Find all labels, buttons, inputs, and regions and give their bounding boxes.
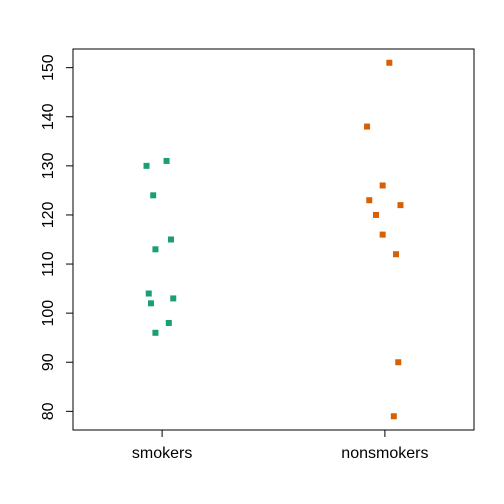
y-tick-label: 110 <box>40 251 57 277</box>
data-points <box>143 59 404 420</box>
y-tick-label: 80 <box>40 402 57 420</box>
x-axis: smokers nonsmokers <box>132 430 428 462</box>
data-point <box>379 231 386 238</box>
data-point <box>364 123 371 130</box>
data-point <box>147 300 154 307</box>
data-point <box>395 359 402 366</box>
data-point <box>379 182 386 189</box>
data-point <box>152 246 159 253</box>
data-point <box>168 236 175 243</box>
data-point <box>390 413 397 420</box>
plot-box <box>72 48 475 431</box>
y-tick-label: 150 <box>40 54 57 81</box>
y-tick-label: 90 <box>40 353 57 371</box>
data-point <box>372 211 379 218</box>
y-tick-label: 100 <box>40 300 57 327</box>
x-tick-label-nonsmokers: nonsmokers <box>341 445 428 462</box>
y-tick-label: 120 <box>40 202 57 229</box>
series-nonsmokers <box>364 59 404 420</box>
series-smokers <box>143 157 177 336</box>
data-point <box>150 192 157 199</box>
data-point <box>165 319 172 326</box>
data-point <box>143 162 150 169</box>
data-point <box>163 157 170 164</box>
data-point <box>386 59 393 66</box>
data-point <box>145 290 152 297</box>
data-point <box>397 202 404 209</box>
data-point <box>393 251 400 258</box>
y-axis: 80 90 100 110 120 130 140 150 <box>40 54 74 420</box>
data-point <box>366 197 373 204</box>
data-point <box>152 329 159 336</box>
y-tick-label: 130 <box>40 152 57 179</box>
y-tick-label: 140 <box>40 103 57 130</box>
data-point <box>170 295 177 302</box>
x-tick-label-smokers: smokers <box>132 445 192 462</box>
